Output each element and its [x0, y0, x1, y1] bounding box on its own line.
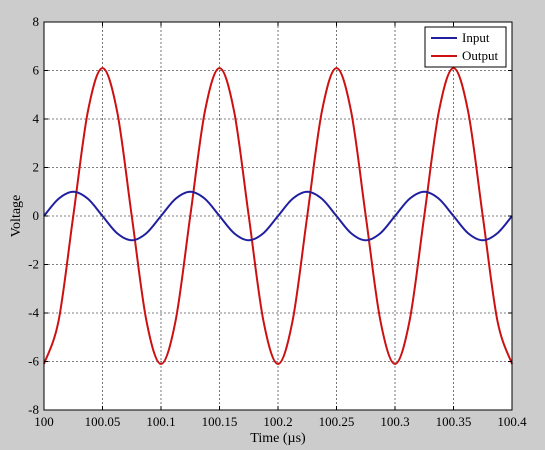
y-tick-labels: -8 -6 -4 -2 0 2 4 6 8 [28, 14, 39, 417]
y-tick-label: 2 [33, 160, 40, 175]
x-tick-label: 100 [34, 414, 54, 429]
series-layer [43, 67, 513, 365]
x-tick-label: 100.3 [380, 414, 409, 429]
x-tick-label: 100.1 [146, 414, 175, 429]
legend-label-input: Input [462, 30, 490, 45]
y-tick-label: 6 [33, 63, 40, 78]
x-tick-label: 100.05 [85, 414, 121, 429]
x-tick-label: 100.4 [497, 414, 527, 429]
x-axis-label: Time (µs) [250, 431, 306, 446]
y-tick-label: -8 [28, 402, 39, 417]
grid [44, 22, 512, 410]
y-tick-label: -4 [28, 305, 39, 320]
y-tick-label: 4 [33, 111, 40, 126]
legend: Input Output [424, 26, 507, 68]
x-tick-label: 100.15 [202, 414, 238, 429]
y-tick-label: -6 [28, 354, 39, 369]
y-tick-label: 8 [33, 14, 40, 29]
x-tick-labels: 100 100.05 100.1 100.15 100.2 100.25 100.3 100.… [34, 414, 527, 429]
series-line-input [43, 190, 513, 242]
legend-label-output: Output [462, 48, 499, 63]
legend-box [424, 26, 507, 68]
x-tick-label: 100.25 [319, 414, 355, 429]
y-tick-label: -2 [28, 257, 39, 272]
ticks [43, 21, 513, 411]
y-axis-label: Voltage [9, 195, 24, 238]
y-tick-label: 0 [33, 208, 40, 223]
x-tick-label: 100.35 [436, 414, 472, 429]
x-tick-label: 100.2 [263, 414, 292, 429]
series-line-output [43, 67, 513, 365]
